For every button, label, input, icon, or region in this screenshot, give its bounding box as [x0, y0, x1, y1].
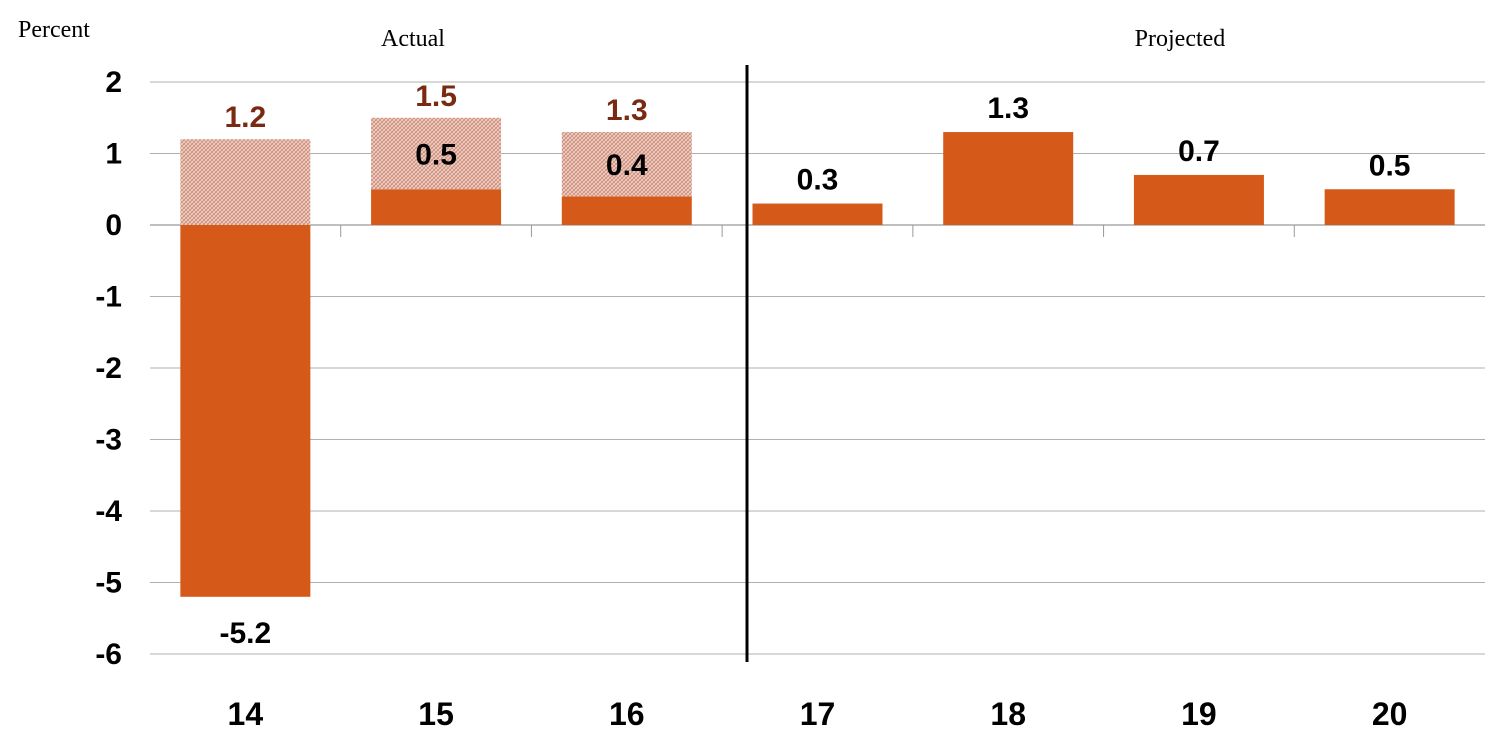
x-tick-label: 15 — [418, 696, 454, 729]
bar-17 — [752, 203, 883, 225]
x-tick-label: 16 — [609, 696, 645, 729]
y-axis-label: Percent — [18, 17, 90, 43]
bar-20 — [1324, 189, 1455, 225]
hatched-bar-14 — [180, 139, 311, 225]
y-tick-label: 0 — [105, 209, 122, 242]
x-tick-label: 19 — [1181, 696, 1217, 729]
x-tick-label: 20 — [1372, 696, 1408, 729]
y-tick-label: -2 — [95, 352, 122, 385]
total-label: 1.5 — [415, 80, 457, 113]
total-label: 1.2 — [224, 101, 266, 134]
y-tick-label: -1 — [95, 281, 122, 314]
hatched-bar-16 — [561, 132, 692, 197]
x-tick-label: 17 — [800, 696, 836, 729]
x-tick-label: 18 — [990, 696, 1026, 729]
bar-19 — [1133, 174, 1264, 225]
total-label: 1.3 — [606, 94, 648, 127]
data-label: 0.4 — [606, 149, 648, 182]
y-tick-label: -6 — [95, 638, 122, 671]
data-label: -5.2 — [220, 617, 272, 650]
hatched-bar-15 — [371, 117, 502, 190]
bar-15 — [371, 189, 502, 225]
data-label: 0.3 — [797, 164, 839, 197]
y-tick-label: -5 — [95, 567, 122, 600]
y-tick-label: -4 — [95, 495, 122, 528]
data-label: 0.7 — [1178, 135, 1220, 168]
bar-14 — [180, 225, 311, 597]
data-label: 0.5 — [415, 139, 457, 172]
actual-annotation: Actual — [381, 26, 445, 52]
y-tick-label: 2 — [105, 66, 122, 99]
data-label: 1.3 — [987, 92, 1029, 125]
y-tick-label: -3 — [95, 424, 122, 457]
bar-18 — [943, 132, 1074, 225]
bar-16 — [561, 196, 692, 225]
projected-annotation: Projected — [1135, 26, 1226, 52]
data-label: 0.5 — [1369, 149, 1411, 182]
y-tick-label: 1 — [105, 138, 122, 171]
x-tick-label: 14 — [228, 696, 264, 729]
